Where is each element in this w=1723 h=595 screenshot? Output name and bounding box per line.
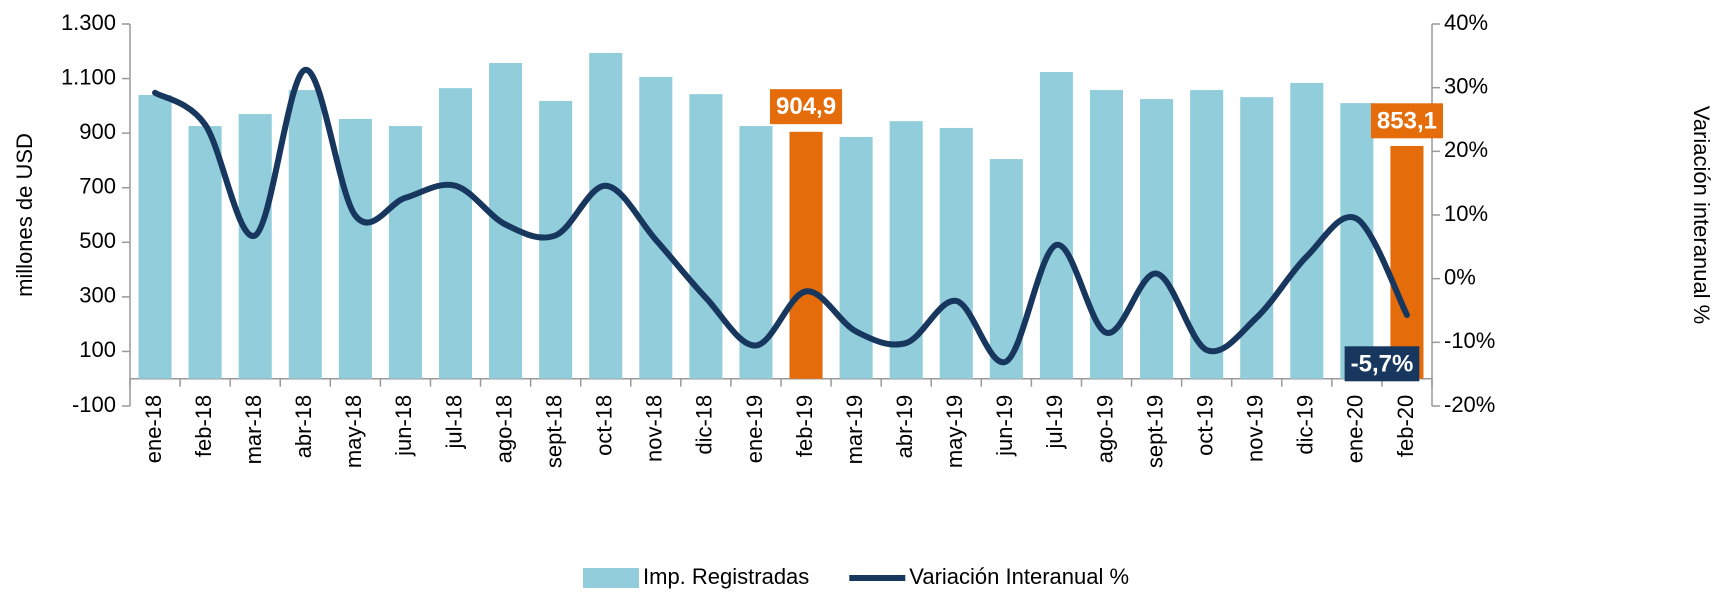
x-tick-label: nov-18 [642,395,667,462]
x-tick-label: sept-19 [1142,395,1167,468]
y2-tick-label: 0% [1444,264,1476,289]
y-tick-label: 900 [79,119,116,144]
x-tick-label: feb-19 [792,395,817,457]
legend-swatch [583,568,639,588]
line [152,66,1410,366]
value-label: 904,9 [776,93,836,120]
x-tick-label: oct-19 [1192,395,1217,456]
y-tick-label: 1.100 [61,64,116,89]
y2-tick-label: -20% [1444,392,1495,417]
x-tick-label: dic-18 [692,395,717,455]
bar [839,136,873,379]
bar [1390,145,1424,379]
x-tick-label: ene-20 [1343,395,1368,464]
x-tick-label: nov-19 [1243,395,1268,462]
y2-tick-label: 10% [1444,201,1488,226]
bar [939,127,973,379]
y-tick-label: 1.300 [61,10,116,35]
x-tick-label: mar-19 [842,395,867,465]
x-tick-label: may-19 [942,395,967,468]
y2-tick-label: -10% [1444,328,1495,353]
value-label: -5,7% [1351,350,1414,377]
y-tick-label: 700 [79,174,116,199]
x-tick-label: ene-19 [742,395,767,464]
legend-label: Imp. Registradas [643,564,809,589]
y-axis-label: millones de USD [12,133,37,297]
bar [188,126,222,379]
bar [789,131,823,379]
bar [438,88,473,379]
y2-axis-label: Variación interanual % [1689,106,1714,325]
x-tick-label: feb-20 [1393,395,1418,457]
x-tick-label: jul-19 [1042,395,1067,450]
x-tick-label: jun-19 [992,395,1017,457]
y-tick-label: 100 [79,337,116,362]
x-tick-label: mar-18 [241,395,266,465]
bar [388,126,422,379]
bar [689,94,723,379]
x-tick-label: sept-18 [541,395,566,468]
y-tick-label: 500 [79,228,116,253]
value-label-box [770,89,843,125]
bar [589,52,623,379]
value-label-group: 904,9 [770,89,843,125]
value-label-box [1344,346,1420,382]
y2-tick-label: 40% [1444,10,1488,35]
x-tick-label: abr-18 [291,395,316,459]
bar [288,90,322,379]
value-label-box [1370,103,1443,139]
bar [1290,82,1324,379]
x-tick-label: jul-18 [441,395,466,450]
bar [489,63,523,379]
y-tick-label: -100 [72,392,116,417]
x-tick-label: ene-18 [141,395,166,464]
bar [338,118,372,379]
bar [1140,99,1174,379]
bar [1190,90,1224,379]
x-tick-label: ago-18 [491,395,516,464]
bar [1240,97,1274,379]
value-label-group: -5,7% [1344,346,1420,382]
legend: Imp. Registradas Variación Interanual % [583,564,1129,589]
x-tick-label: ago-19 [1092,395,1117,464]
x-tick-label: oct-18 [592,395,617,456]
y2-tick-label: 30% [1444,73,1488,98]
y2-tick-label: 20% [1444,137,1488,162]
value-label-group: 853,1 [1370,103,1443,139]
bar [138,94,172,379]
x-tick-label: feb-18 [191,395,216,457]
legend-label: Variación Interanual % [909,564,1129,589]
value-label: 853,1 [1377,107,1437,134]
x-tick-label: jun-18 [391,395,416,457]
bar [1340,103,1374,379]
y-tick-label: 300 [79,283,116,308]
bar [238,114,272,379]
x-tick-label: dic-19 [1293,395,1318,455]
x-tick-label: may-18 [341,395,366,468]
x-tick-label: abr-19 [892,395,917,459]
bar [1039,72,1073,379]
